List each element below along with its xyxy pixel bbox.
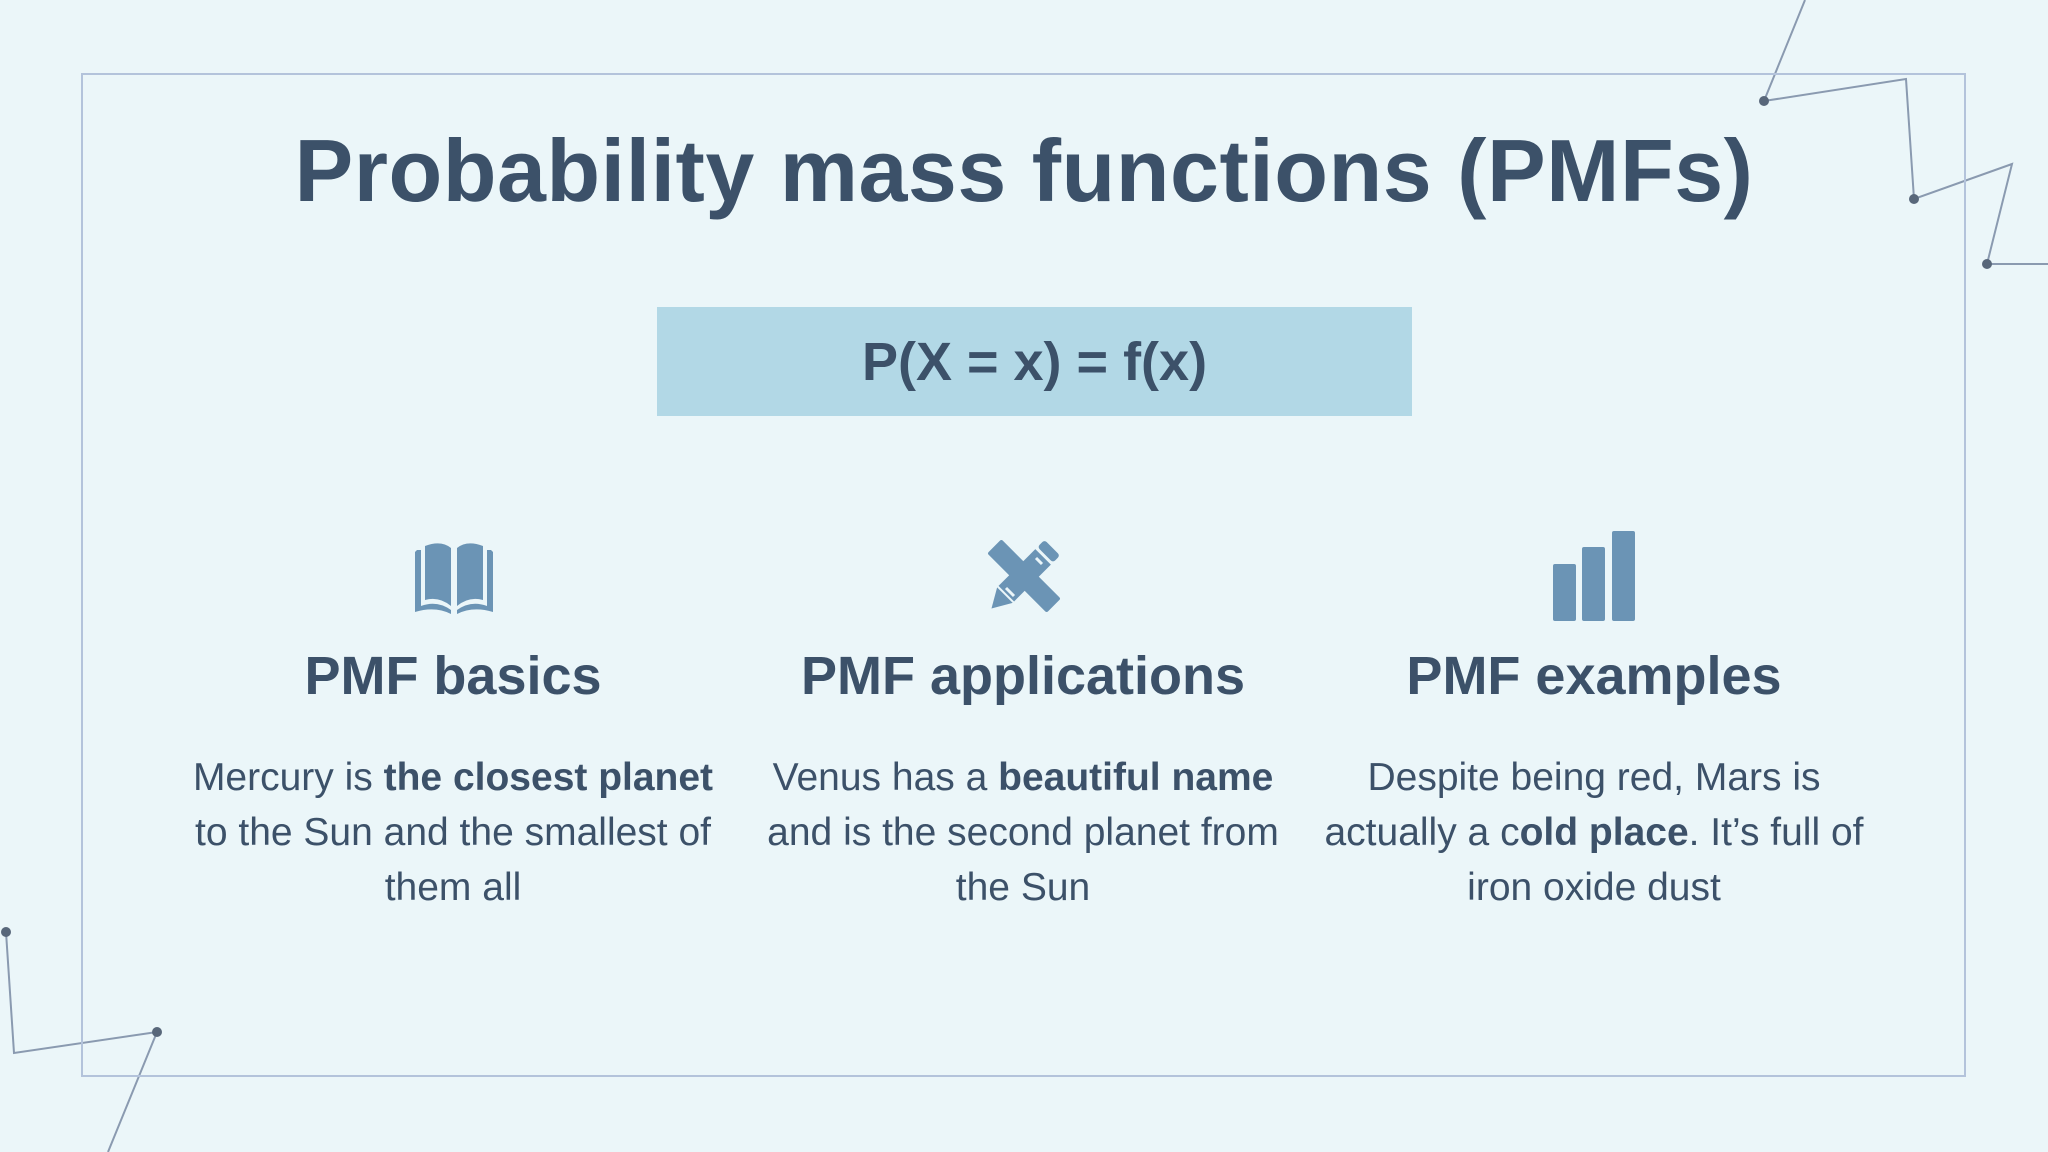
formula-box: P(X = x) = f(x)	[657, 307, 1412, 416]
pencil-ruler-icon	[988, 540, 1060, 612]
text-part: Venus has a	[772, 756, 999, 799]
text-part-bold: beautiful name	[998, 756, 1274, 799]
text-part: Despite being red, Mars is actually a c	[1324, 756, 1821, 854]
formula-text: P(X = x) = f(x)	[861, 331, 1208, 392]
heading-pmf-examples: PMF examples	[1406, 646, 1782, 706]
slide-title: Probability mass functions (PMFs)	[294, 121, 1754, 220]
text-part-bold: the closest planet	[383, 756, 714, 799]
heading-pmf-applications: PMF applications	[800, 646, 1246, 706]
description-pmf-basics: Mercury is the closest planet to the Sun…	[173, 750, 733, 915]
description-pmf-applications: Venus has a beautiful name and is the se…	[743, 750, 1303, 915]
text-part: to the Sun and the smallest of them all	[195, 811, 711, 909]
book-icon	[415, 543, 493, 614]
bar-chart-icon	[1553, 531, 1635, 621]
text-part-bold: old place	[1519, 811, 1689, 854]
text-part: . It’s full of iron oxide dust	[1467, 811, 1864, 909]
heading-pmf-basics: PMF basics	[304, 646, 602, 706]
description-pmf-examples: Despite being red, Mars is actually a co…	[1314, 750, 1874, 915]
text-part: and is the second planet from the Sun	[767, 811, 1279, 909]
text-part: Mercury is	[192, 756, 384, 799]
content-frame	[81, 73, 1966, 1077]
